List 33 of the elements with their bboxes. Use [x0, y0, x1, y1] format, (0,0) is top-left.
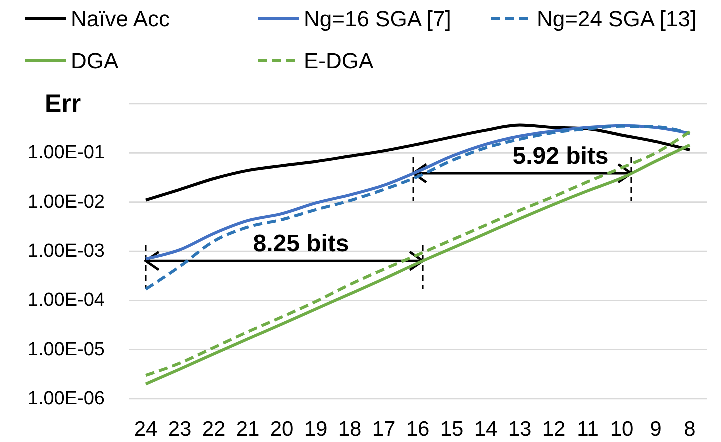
line-series: [144, 124, 692, 291]
line-series: [144, 124, 692, 202]
x-tick-label: 15: [440, 418, 464, 441]
x-tick-label: 9: [650, 418, 662, 441]
x-tick-label: 16: [406, 418, 430, 441]
x-tick-label: 8: [684, 418, 696, 441]
x-tick-label: 22: [202, 418, 226, 441]
x-tick-label: 14: [474, 418, 498, 441]
legend-label: Ng=16 SGA [7]: [304, 6, 452, 32]
x-tick-label: 12: [542, 418, 566, 441]
legend-label: DGA: [71, 48, 119, 74]
legend-label: Ng=24 SGA [13]: [537, 6, 697, 32]
x-tick-label: 23: [168, 418, 192, 441]
y-tick-label: 1.00E-04: [28, 290, 106, 312]
y-tick-label: 1.00E-01: [28, 142, 105, 164]
x-tick-label: 19: [304, 418, 328, 441]
y-tick-label: 1.00E-05: [28, 339, 105, 360]
y-tick-label: 1.00E-06: [28, 388, 105, 410]
x-tick-label: 17: [372, 418, 396, 441]
x-tick-label: 20: [270, 418, 294, 441]
legend-label: Naïve Acc: [71, 6, 170, 32]
annotation: 8.25 bits: [253, 230, 350, 258]
x-tick-label: 10: [610, 418, 634, 441]
x-tick-label: 11: [577, 418, 599, 441]
x-tick-label: 13: [508, 418, 532, 441]
legend-label: E-DGA: [304, 48, 374, 74]
y-tick-label: 1.00E-03: [28, 241, 105, 262]
annotation: 5.92 bits: [512, 143, 609, 170]
y-tick-label: 1.00E-02: [28, 192, 105, 213]
x-tick-label: 18: [338, 418, 362, 441]
x-tick-label: 24: [134, 418, 158, 441]
y-axis-title: Err: [45, 90, 82, 118]
x-tick-label: 21: [236, 418, 260, 441]
